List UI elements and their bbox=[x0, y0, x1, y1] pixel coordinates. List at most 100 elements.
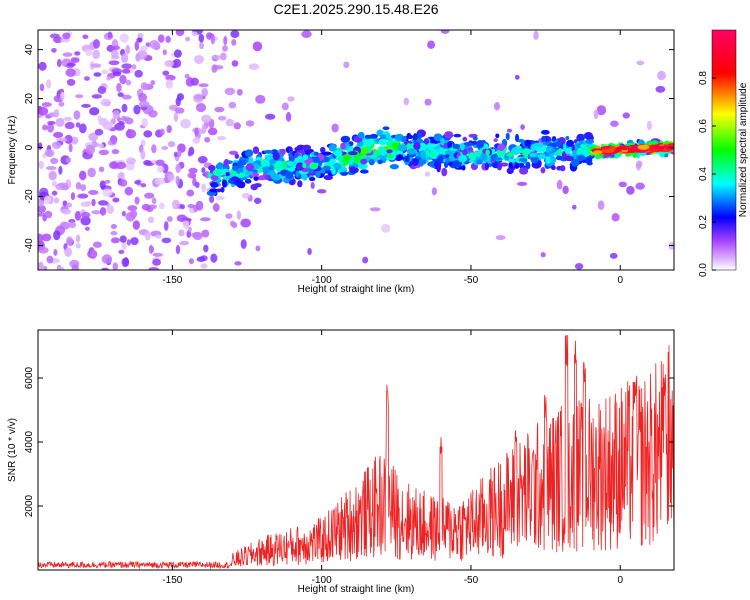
spectrogram-cell bbox=[506, 152, 515, 157]
spectrogram-cell bbox=[441, 167, 448, 177]
spectrogram-cell bbox=[173, 112, 179, 122]
spectrogram-cell bbox=[493, 102, 501, 111]
spectrogram-cell bbox=[75, 181, 82, 190]
spectrogram-cell bbox=[141, 117, 149, 128]
spectrogram-cell bbox=[117, 92, 124, 98]
spectrogram-cell bbox=[125, 157, 137, 165]
spectrogram-cell bbox=[149, 39, 160, 49]
spectrogram-cell bbox=[224, 87, 236, 96]
spectrogram-cell bbox=[376, 129, 384, 137]
spectrogram-cell bbox=[269, 159, 276, 165]
spectrogram-cell bbox=[91, 142, 100, 148]
spectrogram-cell bbox=[379, 134, 388, 139]
snr-frame bbox=[37, 329, 675, 571]
spectrogram-cell bbox=[496, 162, 503, 171]
spectrogram-cell bbox=[212, 203, 220, 212]
spectrogram-cell bbox=[166, 125, 172, 134]
spectrogram-cell bbox=[574, 263, 584, 270]
spectrogram-cell bbox=[200, 217, 211, 222]
spectrogram-cell bbox=[148, 109, 158, 118]
spectrogram-cell bbox=[50, 157, 59, 165]
spectrogram-ytick-label: 0 bbox=[24, 144, 35, 150]
spectrogram-cells bbox=[38, 30, 674, 270]
spectrogram-cell bbox=[583, 131, 593, 140]
spectrogram-cell bbox=[431, 187, 437, 196]
spectrogram-cell bbox=[125, 79, 132, 86]
spectrogram-cell bbox=[417, 132, 422, 140]
spectrogram-cell bbox=[252, 146, 260, 155]
spectrogram-cell bbox=[73, 110, 81, 120]
spectrogram-cell bbox=[380, 149, 387, 156]
spectrogram-cell bbox=[126, 239, 131, 246]
spectrogram-cell bbox=[452, 160, 462, 168]
colorbar: 0.0 0.2 0.4 0.6 0.8 Normalized spectral ampl… bbox=[698, 29, 749, 277]
snr-series-line bbox=[38, 334, 674, 570]
spectrogram-cell bbox=[111, 148, 120, 155]
spectrogram-cell bbox=[58, 165, 63, 175]
spectrogram-cell bbox=[499, 162, 509, 167]
spectrogram-cell bbox=[57, 182, 69, 187]
spectrogram-cell bbox=[198, 83, 209, 88]
spectrogram-cell bbox=[151, 144, 157, 154]
spectrogram-cell bbox=[403, 97, 409, 106]
spectrogram-cell bbox=[62, 52, 73, 57]
spectrogram-cell bbox=[176, 214, 188, 222]
snr-xlabel: Height of straight line (km) bbox=[298, 584, 415, 595]
spectrogram-cell bbox=[184, 73, 190, 79]
spectrogram-cell bbox=[520, 124, 525, 130]
spectrogram-cell bbox=[257, 169, 262, 174]
spectrogram-cell bbox=[188, 167, 198, 174]
spectrogram-cell bbox=[429, 150, 438, 159]
spectrogram-cell bbox=[361, 139, 371, 147]
spectrogram-cell bbox=[148, 204, 157, 210]
spectrogram-cell bbox=[413, 142, 421, 150]
spectrogram-cell bbox=[74, 210, 82, 221]
spectrogram-cell bbox=[255, 245, 261, 252]
spectrogram-cell bbox=[285, 111, 292, 122]
spectrogram-cell bbox=[70, 136, 79, 145]
spectrogram-cell bbox=[121, 103, 128, 113]
spectrogram-cell bbox=[507, 158, 516, 163]
spectrogram-xtick-label: -50 bbox=[464, 275, 479, 286]
colorbar-gradient bbox=[711, 29, 737, 271]
spectrogram-cell bbox=[195, 200, 204, 211]
spectrogram-cell bbox=[79, 123, 87, 134]
spectrogram-cell bbox=[378, 138, 387, 146]
spectrogram-cell bbox=[236, 210, 241, 220]
spectrogram-cell bbox=[234, 153, 240, 159]
spectrogram-cell bbox=[51, 180, 57, 187]
spectrogram-cell bbox=[245, 170, 254, 176]
spectrogram-cell bbox=[208, 164, 216, 172]
spectrogram-cell bbox=[523, 153, 529, 160]
spectrogram-cell bbox=[144, 192, 155, 199]
spectrogram-cell bbox=[525, 161, 531, 170]
spectrogram-cell bbox=[53, 108, 60, 118]
spectrogram-cell bbox=[648, 148, 659, 152]
spectrogram-cell bbox=[121, 210, 126, 217]
spectrogram-cell bbox=[302, 154, 309, 161]
spectrogram-cell bbox=[182, 220, 190, 226]
spectrogram-cell bbox=[118, 249, 125, 254]
spectrogram-cell bbox=[38, 61, 47, 71]
spectrogram-cell bbox=[545, 145, 553, 153]
spectrogram-cell bbox=[467, 147, 474, 152]
spectrogram-cell bbox=[440, 137, 445, 146]
spectrogram-cell bbox=[134, 69, 143, 78]
spectrogram-cell bbox=[480, 152, 488, 162]
spectrogram-cell bbox=[319, 146, 326, 153]
spectrogram-cell bbox=[571, 159, 580, 167]
spectrogram-cell bbox=[44, 210, 53, 219]
spectrogram-cell bbox=[150, 80, 156, 86]
spectrogram-cell bbox=[130, 237, 139, 246]
spectrogram-cell bbox=[519, 167, 529, 175]
spectrogram-cell bbox=[320, 168, 326, 174]
spectrogram-cell bbox=[231, 39, 237, 46]
spectrogram-cell bbox=[550, 165, 556, 171]
spectrogram-cell bbox=[191, 31, 198, 37]
spectrogram-cell bbox=[225, 213, 233, 219]
spectrogram-cell bbox=[393, 153, 404, 162]
spectrogram-cell bbox=[412, 133, 419, 142]
spectrogram-cell bbox=[127, 205, 138, 212]
spectrogram-cell bbox=[544, 152, 550, 157]
spectrogram-cell bbox=[636, 160, 643, 168]
